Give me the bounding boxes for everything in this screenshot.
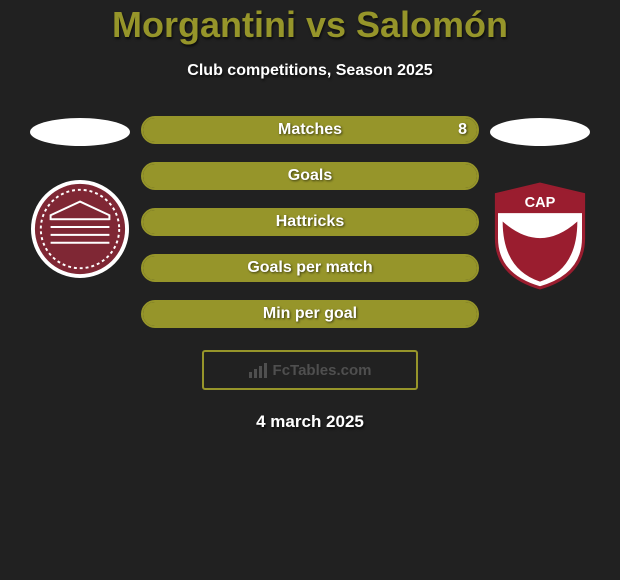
left-player-col — [20, 116, 140, 283]
credit-box: FcTables.com — [202, 350, 418, 390]
pill-label: Goals per match — [247, 259, 372, 277]
club-crest-left — [31, 180, 129, 283]
pill-label: Min per goal — [263, 305, 357, 323]
pill-label: Hattricks — [276, 213, 344, 231]
crest-lanus-icon — [31, 180, 129, 278]
player-disc-left — [30, 118, 130, 146]
comparison-row: Matches 8 Goals Hattricks Goals per matc… — [0, 116, 620, 328]
svg-text:CAP: CAP — [525, 195, 556, 211]
pill-label: Goals — [288, 167, 332, 185]
stats-pills: Matches 8 Goals Hattricks Goals per matc… — [140, 116, 480, 328]
pill-min-per-goal: Min per goal — [141, 300, 479, 328]
crest-platense-icon: CAP — [488, 180, 592, 292]
club-crest-right: CAP — [488, 180, 592, 297]
pill-value-right: 8 — [458, 121, 467, 139]
pill-label: Matches — [278, 121, 342, 139]
page-title: Morgantini vs Salomón — [0, 0, 620, 46]
pill-hattricks: Hattricks — [141, 208, 479, 236]
pill-goals: Goals — [141, 162, 479, 190]
pill-goals-per-match: Goals per match — [141, 254, 479, 282]
player-disc-right — [490, 118, 590, 146]
credit-text: FcTables.com — [273, 362, 372, 379]
right-player-col: CAP — [480, 116, 600, 297]
pill-matches: Matches 8 — [141, 116, 479, 144]
page-subtitle: Club competitions, Season 2025 — [0, 62, 620, 80]
date-text: 4 march 2025 — [0, 412, 620, 432]
bars-icon — [249, 363, 267, 378]
